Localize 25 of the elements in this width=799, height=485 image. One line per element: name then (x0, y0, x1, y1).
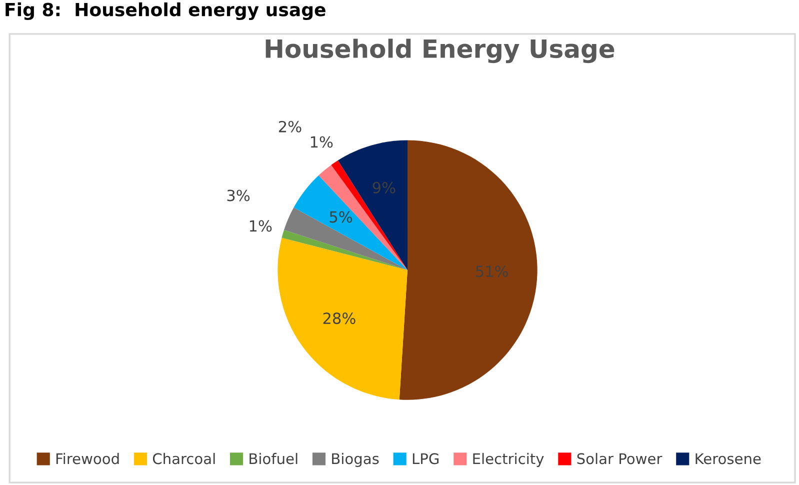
pie-slice (294, 175, 408, 270)
legend-label: Charcoal (152, 452, 215, 464)
pie-slice (331, 160, 408, 270)
data-label: 51% (476, 266, 508, 278)
legend-label: Solar Power (577, 452, 662, 464)
chart-title: Household Energy Usage (266, 38, 614, 64)
pie-slice (399, 140, 538, 400)
data-label: 28% (323, 312, 356, 324)
data-label: 2% (278, 120, 302, 132)
legend-label: LPG (412, 453, 439, 464)
data-label: 9% (372, 182, 396, 194)
data-label: 5% (330, 211, 352, 223)
caption: Fig 8: Household energy usage (6, 2, 326, 20)
legend-label: Kerosene (696, 453, 761, 464)
data-label: 3% (227, 190, 250, 202)
data-label: 1% (250, 220, 272, 232)
legend-label: Firewood (56, 452, 119, 464)
legend-label: Biofuel (250, 452, 298, 464)
pie-slice (318, 164, 408, 270)
pie-slice (284, 207, 408, 270)
legend-label: Biogas (332, 452, 379, 468)
pie-slice (282, 230, 408, 270)
pie-slice (278, 238, 408, 400)
data-label: 1% (310, 136, 333, 148)
legend-label: Electricity (473, 452, 544, 468)
